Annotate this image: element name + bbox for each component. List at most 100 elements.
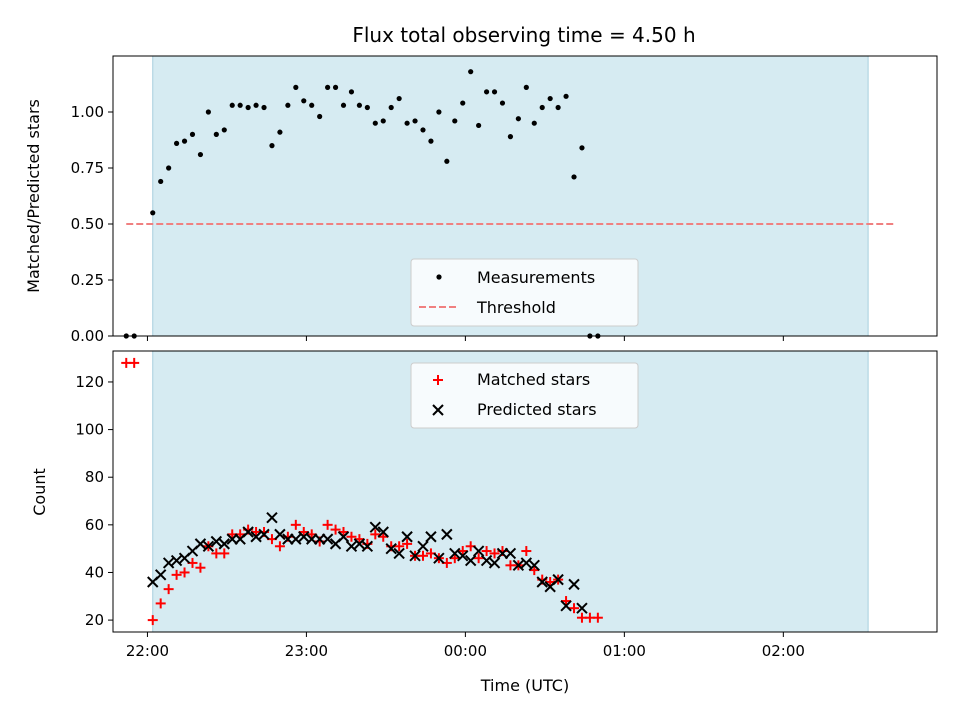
top-ytick-label: 1.00: [71, 103, 104, 121]
measurement-point: [197, 151, 204, 158]
legend-predicted-label: Predicted stars: [477, 400, 597, 419]
top-ytick-label: 0.50: [71, 215, 104, 233]
legend-predicted-marker: [432, 404, 444, 416]
matched-star-point: [402, 538, 413, 549]
bottom-ytick-label: 20: [85, 611, 104, 629]
measurement-point: [325, 84, 331, 90]
measurement-point: [428, 138, 434, 144]
bottom-xtick-label: 00:00: [444, 642, 487, 660]
bottom-legend: Matched stars Predicted stars: [410, 362, 639, 429]
measurement-point: [309, 102, 315, 108]
bottom-ytick-label: 60: [85, 516, 104, 534]
measurement-point: [563, 93, 569, 99]
measurement-point: [380, 118, 386, 124]
bottom-ytick-label: 100: [75, 421, 104, 439]
predicted-star-point: [560, 600, 572, 612]
matched-star-point: [592, 612, 603, 623]
measurement-point: [348, 89, 355, 95]
measurement-point: [173, 140, 180, 146]
measurement-point: [420, 127, 426, 133]
measurement-point: [301, 98, 307, 104]
measurement-point: [261, 104, 267, 111]
legend-matched-label: Matched stars: [477, 370, 590, 389]
predicted-star-point: [258, 528, 270, 541]
bottom-ytick-label: 120: [75, 373, 104, 391]
predicted-star-point: [417, 540, 429, 552]
predicted-star-point: [441, 528, 453, 541]
predicted-star-point: [568, 578, 580, 591]
measurement-point: [277, 129, 283, 135]
measurement-point: [515, 116, 521, 122]
bottom-xtick-label: 01:00: [603, 642, 646, 660]
measurement-point: [388, 104, 394, 111]
predicted-star-point: [425, 531, 437, 543]
legend-threshold-label: Threshold: [476, 298, 556, 317]
measurement-point: [237, 102, 243, 108]
measurement-point: [269, 143, 275, 149]
measurement-point: [452, 118, 458, 124]
predicted-star-point: [520, 557, 533, 569]
matched-star-point: [354, 534, 365, 545]
predicted-star-point: [162, 557, 175, 569]
bottom-axes-frame: [112, 350, 938, 633]
bottom-ylabel: Count: [30, 468, 49, 516]
matched-star-point: [179, 567, 190, 578]
bottom-ytick-label: 80: [85, 468, 104, 486]
matched-star-point: [330, 524, 341, 535]
matched-star-point: [147, 615, 158, 626]
predicted-star-point: [393, 547, 405, 560]
predicted-star-point: [488, 557, 501, 569]
predicted-star-point: [154, 569, 167, 581]
measurement-point: [404, 120, 410, 126]
predicted-star-point: [218, 538, 230, 550]
matched-star-point: [163, 584, 174, 595]
matched-star-point: [274, 541, 285, 552]
legend-measurements-label: Measurements: [477, 268, 595, 287]
bottom-xtick-label: 23:00: [285, 642, 328, 660]
predicted-star-point: [457, 550, 469, 562]
matched-star-point: [338, 526, 349, 537]
predicted-star-point: [266, 511, 278, 524]
measurement-point: [285, 102, 291, 108]
matched-star-point: [219, 548, 230, 559]
matched-star-point: [394, 541, 405, 552]
measurement-point: [460, 100, 466, 106]
matched-star-point: [481, 546, 492, 557]
measurement-point: [364, 104, 370, 111]
chart-title: Flux total observing time = 4.50 h: [352, 23, 695, 47]
matched-star-point: [155, 598, 166, 609]
predicted-star-point: [449, 547, 461, 560]
matched-star-point: [561, 596, 572, 607]
predicted-star-point: [480, 554, 493, 567]
top-ylabel: Matched/Predicted stars: [24, 99, 43, 293]
predicted-star-point: [298, 531, 310, 543]
predicted-star-point: [401, 531, 413, 543]
matched-star-point: [195, 562, 206, 573]
matched-star-point: [322, 519, 333, 530]
matched-star-point: [370, 529, 381, 540]
measurement-point: [253, 102, 259, 108]
top-axes-frame: [112, 55, 938, 337]
matched-star-point: [290, 519, 301, 530]
predicted-star-point: [369, 521, 382, 533]
matched-star-point: [521, 546, 532, 557]
bottom-xlabel: Time (UTC): [480, 676, 569, 695]
predicted-star-point: [274, 528, 286, 541]
predicted-star-point: [552, 573, 564, 586]
predicted-star-point: [194, 538, 207, 550]
predicted-star-point: [536, 576, 548, 588]
predicted-star-point: [290, 533, 302, 545]
matched-star-point: [378, 531, 389, 542]
measurement-point: [483, 89, 490, 95]
measurement-point: [547, 95, 553, 102]
matched-star-point: [417, 550, 428, 561]
measurement-point: [555, 104, 561, 111]
bottom-xtick-label: 22:00: [126, 642, 169, 660]
predicted-star-point: [353, 538, 366, 550]
predicted-star-point: [250, 531, 262, 543]
matched-star-point: [171, 569, 182, 580]
measurement-point: [499, 100, 506, 106]
top-panel: Flux total observing time = 4.50 h 0.00 0…: [24, 23, 938, 345]
